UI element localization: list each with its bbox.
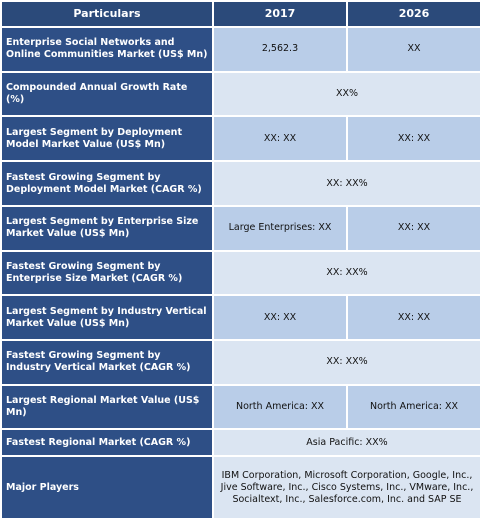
table-row: Fastest Growing Segment by Industry Vert… [0, 339, 480, 386]
row-value: Asia Pacific: XX% [212, 428, 480, 458]
row-value: XX [346, 26, 480, 73]
row-label: Fastest Growing Segment by Enterprise Si… [0, 249, 214, 297]
row-label: Largest Regional Market Value (US$ Mn) [0, 383, 214, 431]
row-value: North America: XX [346, 383, 480, 431]
table-row: Largest Segment by Industry Vertical Mar… [0, 294, 480, 342]
row-value: 2,562.3 [212, 26, 348, 73]
row-label: Enterprise Social Networks and Online Co… [0, 26, 214, 73]
row-value: North America: XX [212, 383, 348, 431]
row-value: XX: XX% [212, 339, 480, 386]
header-cell: 2017 [212, 0, 348, 28]
table-row: Fastest Growing Segment by Deployment Mo… [0, 160, 480, 207]
header-cell: 2026 [346, 0, 480, 28]
table-row: Fastest Growing Segment by Enterprise Si… [0, 249, 480, 297]
table-row: Largest Regional Market Value (US$ Mn) No… [0, 383, 480, 431]
header-cell: Particulars [0, 0, 214, 28]
table-row: Fastest Regional Market (CAGR %) Asia Pac… [0, 428, 480, 458]
row-label: Major Players [0, 455, 214, 520]
row-label: Largest Segment by Deployment Model Mark… [0, 115, 214, 163]
row-label: Fastest Growing Segment by Industry Vert… [0, 339, 214, 386]
table-row: Compounded Annual Growth Rate (%) XX% [0, 70, 480, 118]
row-value: IBM Corporation, Microsoft Corporation, … [212, 455, 480, 520]
row-value: XX: XX [212, 115, 348, 163]
row-value: XX: XX [346, 204, 480, 252]
row-value: XX: XX% [212, 160, 480, 207]
row-label: Largest Segment by Enterprise Size Marke… [0, 204, 214, 252]
row-label: Largest Segment by Industry Vertical Mar… [0, 294, 214, 342]
header-row: Particulars 2017 2026 [0, 0, 480, 28]
table-row: Largest Segment by Enterprise Size Marke… [0, 204, 480, 252]
row-label: Compounded Annual Growth Rate (%) [0, 70, 214, 118]
table-row: Largest Segment by Deployment Model Mark… [0, 115, 480, 163]
row-value: XX: XX [212, 294, 348, 342]
row-label: Fastest Growing Segment by Deployment Mo… [0, 160, 214, 207]
table-body: Enterprise Social Networks and Online Co… [0, 26, 480, 520]
row-label: Fastest Regional Market (CAGR %) [0, 428, 214, 458]
row-value: Large Enterprises: XX [212, 204, 348, 252]
table-row: Enterprise Social Networks and Online Co… [0, 26, 480, 73]
row-value: XX: XX [346, 294, 480, 342]
row-value: XX: XX [346, 115, 480, 163]
row-value: XX: XX% [212, 249, 480, 297]
row-value: XX% [212, 70, 480, 118]
table-row: Major Players IBM Corporation, Microsoft … [0, 455, 480, 520]
